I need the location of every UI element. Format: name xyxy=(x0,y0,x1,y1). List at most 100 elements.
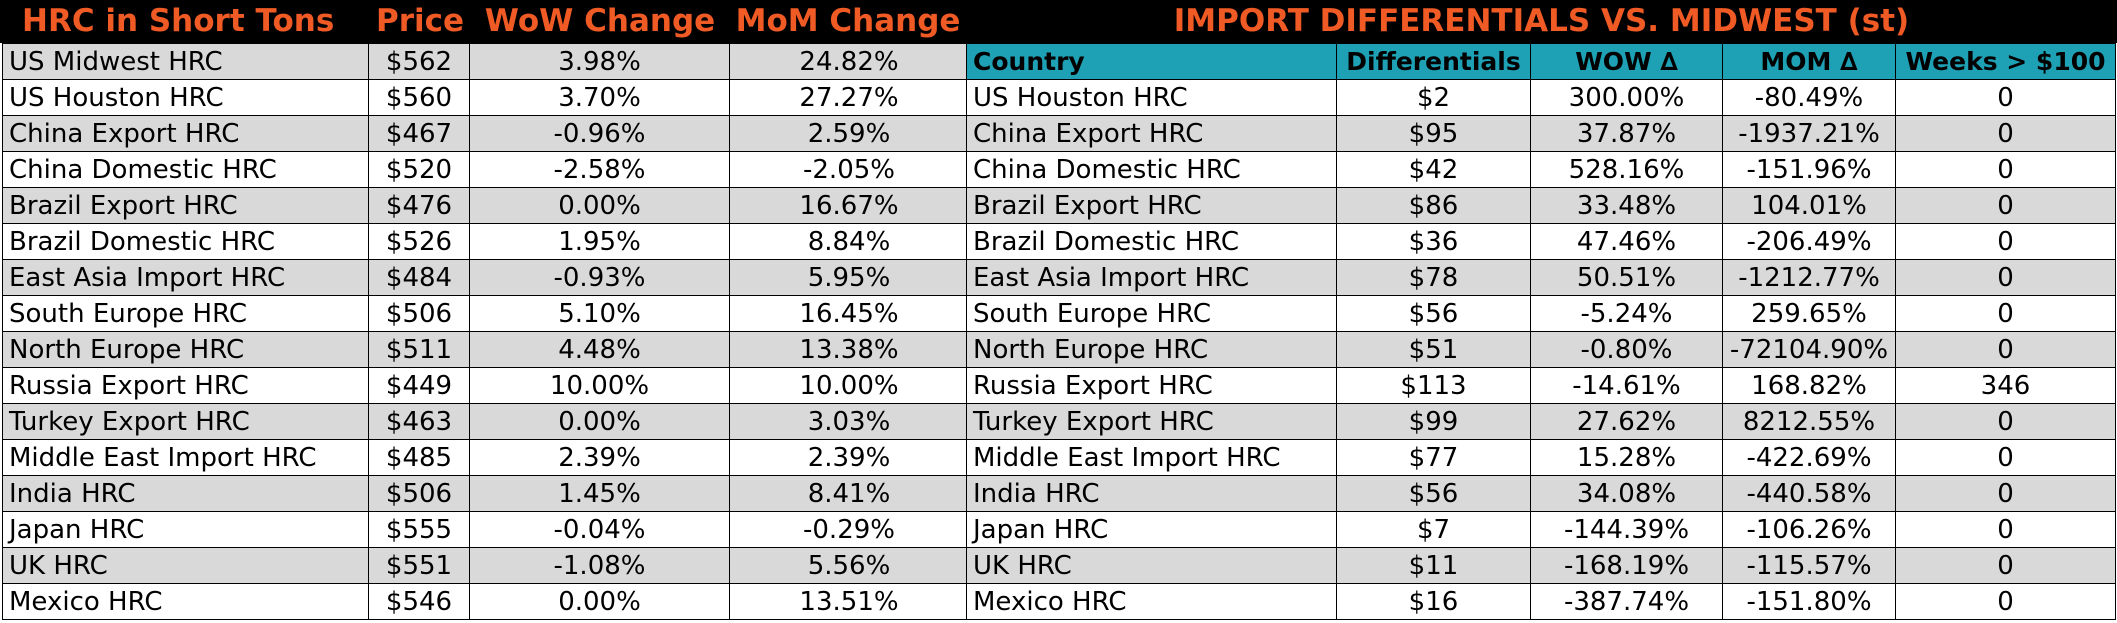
right-cell-value: 0 xyxy=(1895,511,2116,548)
left-cell-value: 1.45% xyxy=(469,475,730,512)
right-row-label: Mexico HRC xyxy=(966,583,1337,620)
right-row-label: Brazil Export HRC xyxy=(966,187,1337,224)
left-row-label: China Export HRC xyxy=(2,115,369,152)
right-column-header: WOW ∆ xyxy=(1530,43,1723,80)
right-cell-value: -440.58% xyxy=(1722,475,1896,512)
right-cell-value: $113 xyxy=(1336,367,1531,404)
right-table-row: Japan HRC $7 -144.39% -106.26% 0 xyxy=(966,511,2116,548)
right-cell-value: 0 xyxy=(1895,547,2116,584)
right-cell-value: -387.74% xyxy=(1530,583,1723,620)
left-table-row: India HRC $506 1.45% 8.41% xyxy=(2,475,969,512)
right-table-row: India HRC $56 34.08% -440.58% 0 xyxy=(966,475,2116,512)
right-row-label: Japan HRC xyxy=(966,511,1337,548)
right-row-label: China Domestic HRC xyxy=(966,151,1337,188)
left-cell-value: 8.84% xyxy=(729,223,969,260)
hrc-short-tons-table: US Midwest HRC $562 3.98% 24.82% US Houston … xyxy=(2,43,969,620)
left-header-hrc-short-tons: HRC in Short Tons xyxy=(0,0,370,43)
right-column-header: Differentials xyxy=(1336,43,1531,80)
left-cell-value: 0.00% xyxy=(469,583,730,620)
right-table-row: Turkey Export HRC $99 27.62% 8212.55% 0 xyxy=(966,403,2116,440)
left-cell-value: 8.41% xyxy=(729,475,969,512)
left-table-row: Turkey Export HRC $463 0.00% 3.03% xyxy=(2,403,969,440)
right-table-row: Brazil Export HRC $86 33.48% 104.01% 0 xyxy=(966,187,2116,224)
left-cell-value: 2.39% xyxy=(729,439,969,476)
right-cell-value: $7 xyxy=(1336,511,1531,548)
left-cell-value: 13.38% xyxy=(729,331,969,368)
left-table-row: Japan HRC $555 -0.04% -0.29% xyxy=(2,511,969,548)
right-cell-value: 0 xyxy=(1895,439,2116,476)
left-cell-value: 3.03% xyxy=(729,403,969,440)
left-row-label: Mexico HRC xyxy=(2,583,369,620)
left-row-label: UK HRC xyxy=(2,547,369,584)
right-cell-value: 33.48% xyxy=(1530,187,1723,224)
right-cell-value: $56 xyxy=(1336,295,1531,332)
left-header-mom-change: MoM Change xyxy=(730,0,966,43)
right-cell-value: 0 xyxy=(1895,187,2116,224)
right-cell-value: -72104.90% xyxy=(1722,331,1896,368)
left-cell-value: $555 xyxy=(368,511,470,548)
left-cell-value: $449 xyxy=(368,367,470,404)
left-cell-value: 5.56% xyxy=(729,547,969,584)
left-cell-value: -0.96% xyxy=(469,115,730,152)
right-cell-value: -151.80% xyxy=(1722,583,1896,620)
left-row-label: US Midwest HRC xyxy=(2,43,369,80)
right-column-header: Weeks > $100 xyxy=(1895,43,2116,80)
right-table-row: China Domestic HRC $42 528.16% -151.96% 0 xyxy=(966,151,2116,188)
right-cell-value: 27.62% xyxy=(1530,403,1723,440)
left-cell-value: $560 xyxy=(368,79,470,116)
left-table-row: Middle East Import HRC $485 2.39% 2.39% xyxy=(2,439,969,476)
left-cell-value: $551 xyxy=(368,547,470,584)
left-table-row: East Asia Import HRC $484 -0.93% 5.95% xyxy=(2,259,969,296)
left-cell-value: 24.82% xyxy=(729,43,969,80)
right-cell-value: 300.00% xyxy=(1530,79,1723,116)
left-cell-value: -1.08% xyxy=(469,547,730,584)
left-cell-value: 13.51% xyxy=(729,583,969,620)
left-row-label: North Europe HRC xyxy=(2,331,369,368)
left-cell-value: -2.58% xyxy=(469,151,730,188)
left-cell-value: $485 xyxy=(368,439,470,476)
left-cell-value: $520 xyxy=(368,151,470,188)
left-row-label: China Domestic HRC xyxy=(2,151,369,188)
right-cell-value: $11 xyxy=(1336,547,1531,584)
left-cell-value: $511 xyxy=(368,331,470,368)
right-cell-value: 528.16% xyxy=(1530,151,1723,188)
right-cell-value: 0 xyxy=(1895,259,2116,296)
left-cell-value: 4.48% xyxy=(469,331,730,368)
right-table-row: Middle East Import HRC $77 15.28% -422.69% 0 xyxy=(966,439,2116,476)
left-cell-value: $562 xyxy=(368,43,470,80)
right-cell-value: -106.26% xyxy=(1722,511,1896,548)
right-header-row: Country Differentials WOW ∆ MOM ∆ Weeks > $1… xyxy=(966,43,2116,80)
left-cell-value: $506 xyxy=(368,475,470,512)
left-cell-value: 27.27% xyxy=(729,79,969,116)
right-table-row: North Europe HRC $51 -0.80% -72104.90% 0 xyxy=(966,331,2116,368)
right-cell-value: -144.39% xyxy=(1530,511,1723,548)
right-cell-value: 34.08% xyxy=(1530,475,1723,512)
right-cell-value: -1937.21% xyxy=(1722,115,1896,152)
left-row-label: US Houston HRC xyxy=(2,79,369,116)
right-cell-value: $56 xyxy=(1336,475,1531,512)
right-row-label: Brazil Domestic HRC xyxy=(966,223,1337,260)
right-cell-value: $42 xyxy=(1336,151,1531,188)
right-cell-value: $77 xyxy=(1336,439,1531,476)
right-table-row: South Europe HRC $56 -5.24% 259.65% 0 xyxy=(966,295,2116,332)
right-cell-value: $86 xyxy=(1336,187,1531,224)
right-cell-value: 0 xyxy=(1895,403,2116,440)
right-cell-value: 8212.55% xyxy=(1722,403,1896,440)
right-cell-value: 15.28% xyxy=(1530,439,1723,476)
right-cell-value: $36 xyxy=(1336,223,1531,260)
right-cell-value: $16 xyxy=(1336,583,1531,620)
right-row-label: North Europe HRC xyxy=(966,331,1337,368)
right-cell-value: -5.24% xyxy=(1530,295,1723,332)
left-table-row: South Europe HRC $506 5.10% 16.45% xyxy=(2,295,969,332)
right-table-row: Russia Export HRC $113 -14.61% 168.82% 346 xyxy=(966,367,2116,404)
right-cell-value: 104.01% xyxy=(1722,187,1896,224)
left-cell-value: 3.98% xyxy=(469,43,730,80)
left-cell-value: 2.59% xyxy=(729,115,969,152)
right-cell-value: -14.61% xyxy=(1530,367,1723,404)
right-cell-value: 0 xyxy=(1895,331,2116,368)
right-column-header: MOM ∆ xyxy=(1722,43,1896,80)
right-cell-value: 47.46% xyxy=(1530,223,1723,260)
right-cell-value: -1212.77% xyxy=(1722,259,1896,296)
right-cell-value: 0 xyxy=(1895,295,2116,332)
